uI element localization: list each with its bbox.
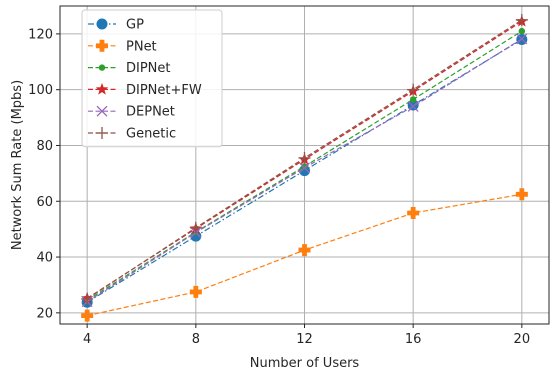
x-tick-label: 20 [514,332,531,347]
series-layer [80,13,529,322]
legend-label: DEPNet [126,105,175,120]
legend-item-depnet: DEPNet [88,105,175,120]
data-point-genetic [298,152,311,165]
legend-label: Genetic [126,127,176,142]
legend-label: DIPNet [126,61,171,76]
legend-marker [96,39,108,52]
data-point-pnet [81,309,94,322]
series-genetic [81,13,528,305]
legend-label: PNet [126,39,157,54]
legend-marker [96,18,108,30]
y-axis-label: Network Sum Rate (Mpbs) [10,80,25,250]
legend-marker [95,82,109,95]
legend-marker [96,127,108,139]
x-axis-label: Number of Users [250,356,360,371]
y-tick-label: 60 [36,195,53,210]
data-point-pnet [189,285,202,298]
data-point-depnet [299,162,310,174]
x-tick-label: 8 [192,332,200,347]
y-tick-label: 80 [36,139,53,154]
x-tick-label: 4 [83,332,91,347]
series-pnet [81,188,528,322]
legend-item-dipnet-fw: DIPNet+FW [88,82,202,98]
data-point-dipnet [518,27,526,35]
data-point-pnet [407,206,420,219]
y-tick-label: 40 [36,251,53,266]
ticks: 4 8 12 16 20 20 40 60 80 100 120 [28,27,530,347]
legend-marker [98,64,106,71]
x-tick-label: 12 [296,332,313,347]
data-point-pnet [298,244,311,257]
y-tick-label: 20 [36,306,53,321]
y-tick-label: 120 [28,27,53,42]
legend-label: DIPNet+FW [126,83,202,98]
data-point-depnet [516,33,528,45]
data-point-dipnet [301,163,308,170]
data-point-genetic [407,83,420,96]
legend-item-pnet: PNet [88,39,157,54]
legend: GP PNet DIPNet DIPNet+FW DEPNet Genetic [81,9,223,148]
data-point-pnet [515,188,528,201]
legend-item-dipnet: DIPNet [88,61,171,76]
data-point-depnet [407,100,419,112]
data-point-genetic [189,221,202,234]
data-point-genetic [81,292,94,305]
y-tick-label: 100 [28,83,53,98]
legend-marker [96,105,108,117]
legend-box [81,9,223,148]
legend-label: GP [126,18,144,33]
data-point-dipnet [409,96,417,103]
legend-item-genetic: Genetic [88,127,176,142]
x-tick-label: 16 [405,332,422,347]
data-point-genetic [515,13,528,26]
legend-item-gp: GP [88,18,144,33]
